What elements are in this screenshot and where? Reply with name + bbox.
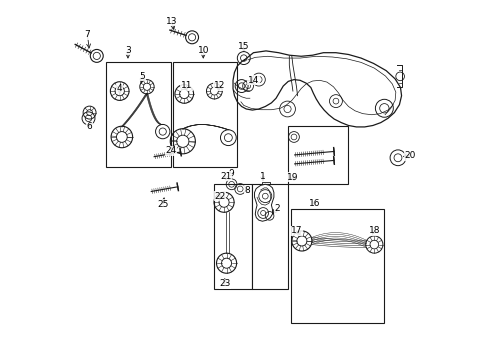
Text: 1: 1: [259, 172, 265, 181]
Text: 19: 19: [286, 173, 298, 182]
Text: 18: 18: [368, 226, 379, 235]
Text: 21: 21: [220, 172, 231, 181]
Text: 17: 17: [290, 226, 302, 235]
Text: 8: 8: [244, 185, 250, 194]
Text: 15: 15: [238, 42, 249, 51]
Text: 6: 6: [86, 122, 92, 131]
Text: 5: 5: [140, 72, 145, 81]
Text: 2: 2: [273, 204, 279, 213]
Text: 4: 4: [117, 84, 122, 93]
Text: 13: 13: [166, 17, 178, 26]
Text: 16: 16: [308, 199, 320, 208]
Polygon shape: [254, 184, 273, 221]
Text: 7: 7: [84, 30, 90, 39]
Bar: [290, 209, 384, 323]
Text: 10: 10: [197, 46, 208, 55]
Bar: [106, 62, 171, 167]
Bar: [251, 184, 287, 289]
Bar: [214, 184, 251, 289]
Text: 23: 23: [219, 279, 230, 288]
Text: 11: 11: [180, 81, 192, 90]
Text: 3: 3: [125, 46, 131, 55]
Text: 24: 24: [165, 146, 177, 155]
Text: 9: 9: [228, 169, 234, 178]
Text: 20: 20: [404, 151, 415, 160]
Text: 12: 12: [213, 81, 224, 90]
Bar: [172, 62, 237, 167]
Text: 22: 22: [214, 192, 225, 201]
Text: 25: 25: [157, 200, 168, 209]
Bar: [287, 126, 348, 184]
Text: 14: 14: [247, 76, 259, 85]
